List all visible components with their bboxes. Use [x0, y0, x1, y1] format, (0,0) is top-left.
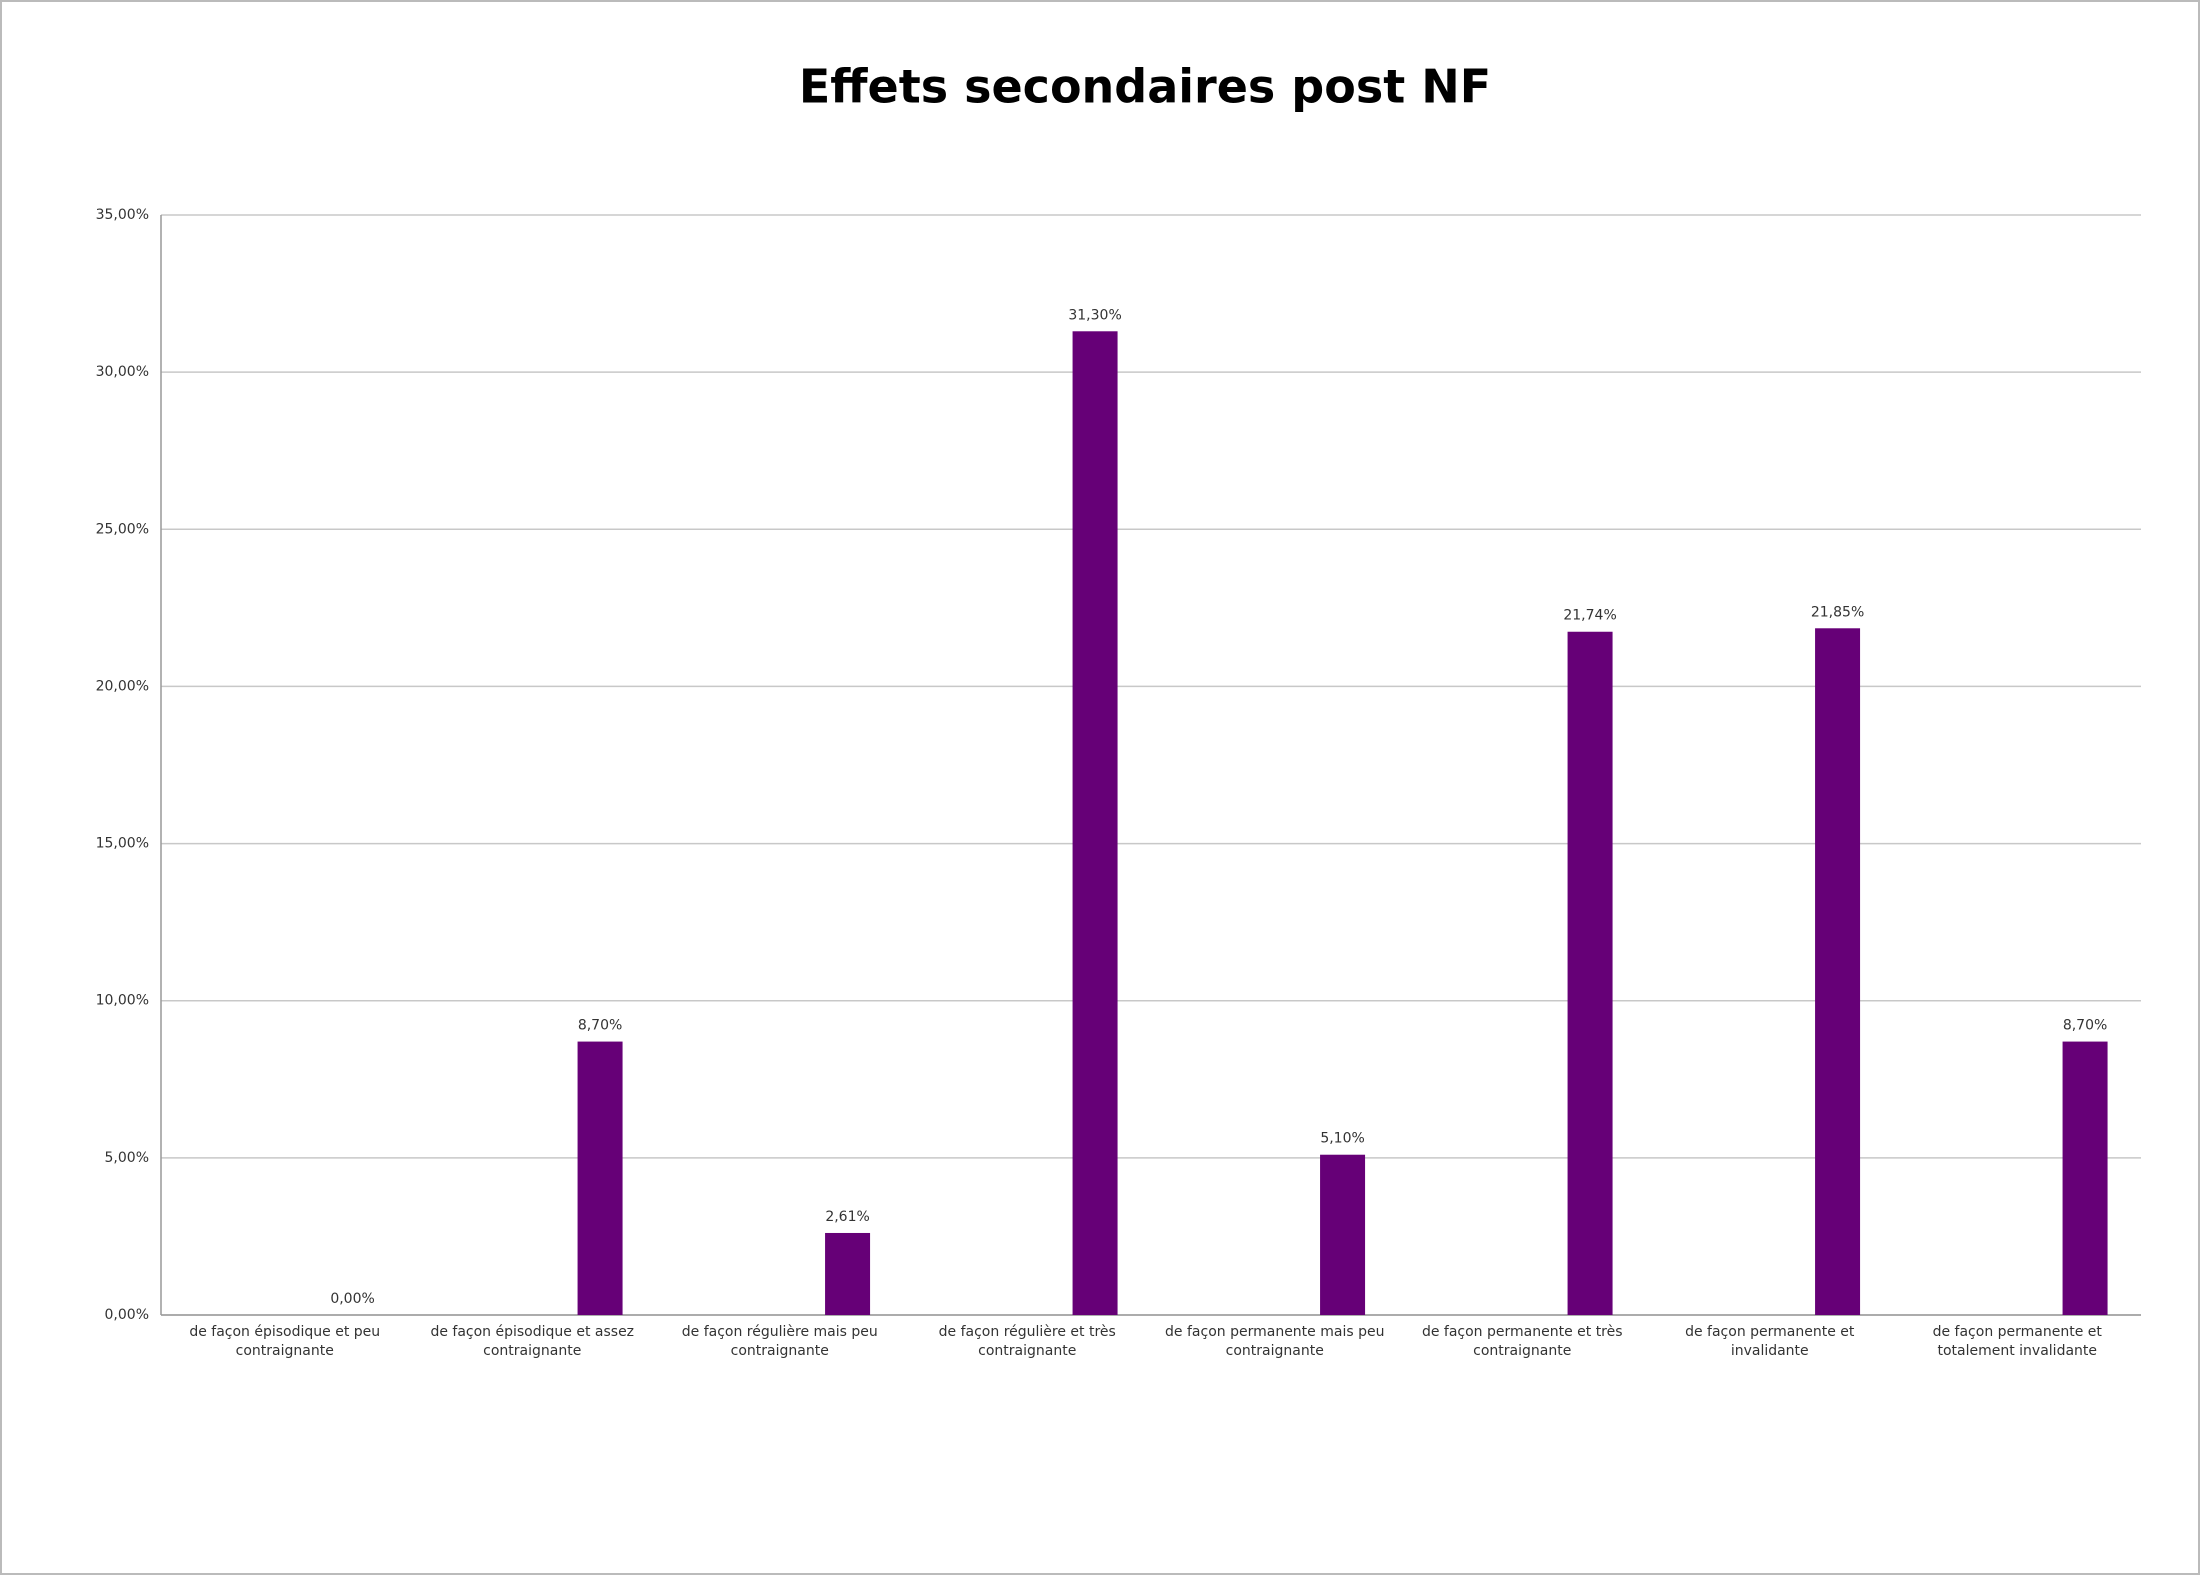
chart-title: Effets secondaires post NF: [799, 60, 1491, 114]
data-label: 5,10%: [1320, 1131, 1364, 1147]
data-label: 2,61%: [825, 1209, 869, 1225]
x-tick-label: de façon régulière mais peu contraignant…: [681, 1324, 878, 1359]
bar: [1815, 628, 1861, 1315]
x-tick-label-box: de façon permanente et invalidante: [1685, 1324, 1855, 1359]
data-label: 21,85%: [1811, 604, 1864, 620]
x-tick-label-box: de façon régulière mais peu contraignant…: [681, 1324, 878, 1359]
y-tick-label: 10,00%: [96, 993, 149, 1009]
x-tick-label: de façon régulière et très contraignante: [938, 1324, 1116, 1359]
y-tick-label: 5,00%: [105, 1150, 149, 1166]
x-tick-label: de façon permanente et totalement invali…: [1932, 1324, 2102, 1359]
data-label: 8,70%: [578, 1018, 622, 1034]
x-tick-label-box: de façon épisodique et peu contraignante: [189, 1324, 381, 1359]
bar: [2062, 1041, 2108, 1315]
x-tick-label: de façon permanente et invalidante: [1685, 1324, 1855, 1359]
data-label: 8,70%: [2063, 1018, 2107, 1034]
data-label: 0,00%: [330, 1291, 374, 1307]
data-label: 31,30%: [1068, 307, 1121, 323]
x-tick-label: de façon permanente mais peu contraignan…: [1165, 1324, 1385, 1359]
y-tick-label: 20,00%: [96, 678, 149, 694]
x-tick-label-box: de façon régulière et très contraignante: [938, 1324, 1116, 1359]
x-tick-label: de façon épisodique et peu contraignante: [189, 1324, 381, 1359]
y-tick-label: 35,00%: [96, 207, 149, 223]
x-tick-label-box: de façon permanente et très contraignant…: [1421, 1324, 1623, 1359]
bar: [1320, 1154, 1366, 1315]
y-tick-label: 25,00%: [96, 521, 149, 537]
data-label: 21,74%: [1563, 608, 1616, 624]
y-tick-label: 15,00%: [96, 836, 149, 852]
bar: [825, 1232, 871, 1315]
x-tick-label-box: de façon épisodique et assez contraignan…: [430, 1324, 635, 1359]
y-tick-label: 0,00%: [105, 1307, 149, 1323]
x-tick-label-box: de façon permanente mais peu contraignan…: [1165, 1324, 1385, 1359]
x-tick-label-box: de façon permanente et totalement invali…: [1932, 1324, 2102, 1359]
bar: [1567, 631, 1613, 1315]
y-tick-label: 30,00%: [96, 364, 149, 380]
bar: [577, 1041, 623, 1315]
x-tick-label: de façon épisodique et assez contraignan…: [430, 1324, 635, 1359]
bar: [1072, 331, 1118, 1315]
x-tick-label: de façon permanente et très contraignant…: [1421, 1324, 1623, 1359]
